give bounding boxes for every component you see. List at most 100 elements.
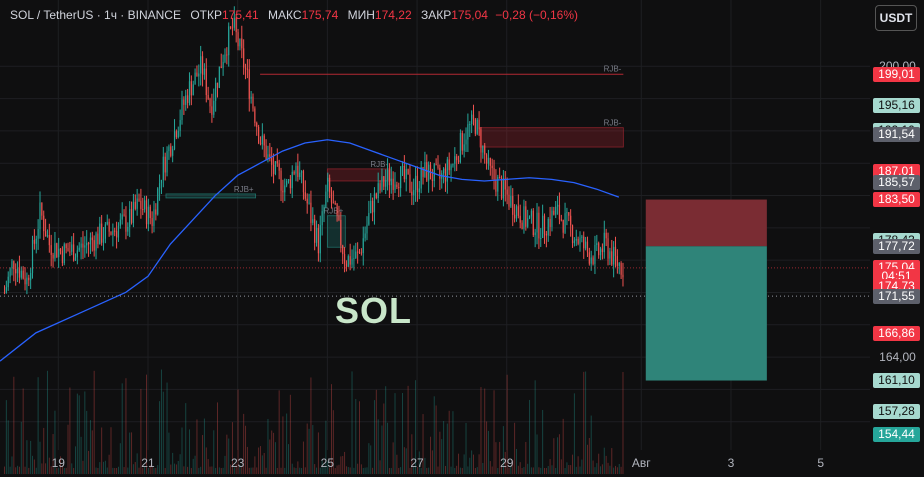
candle-body [11,261,13,269]
volume-bar [553,438,555,474]
currency-button[interactable]: USDT [875,5,917,31]
candle-body [422,167,424,177]
volume-bar [61,465,63,474]
time-axis-tick: 25 [320,456,335,470]
candle-body [345,263,348,267]
volume-bar [573,393,575,474]
volume-bar [11,456,13,474]
volume-bar [196,419,198,474]
candle-body [377,183,379,199]
volume-bar [622,372,624,474]
candle-body [151,218,153,226]
overlays: RJB- [0,64,870,381]
candle-body [205,68,207,96]
candle-body [551,210,553,227]
candle-body [379,183,381,191]
candle-body [67,248,69,252]
volume-bar [615,465,617,474]
price-tag: 185,57 [873,175,920,191]
candle-body [461,133,463,151]
candle-body [381,176,383,191]
candle-body [207,95,209,99]
volume-bar [293,467,295,474]
candle-body [209,98,211,107]
candle-body [295,165,297,174]
order-block-label: RJB- [604,119,622,128]
volume-bar [3,466,5,474]
candle-body [54,243,56,259]
candle-body [579,237,581,244]
volume-bar [7,420,9,474]
volume-bar [67,424,69,474]
volume-bar [345,466,347,474]
candle-body [523,206,525,229]
candle-body [592,257,594,264]
change-value: −0,28 (−0,16%) [495,8,578,22]
candle-body [299,172,301,177]
volume-bar [581,459,583,474]
candle-body [172,149,174,156]
candle-body [528,216,531,219]
volume-bar [250,467,252,474]
candle-body [272,164,275,174]
volume-bar [527,463,529,474]
volume-bar [555,467,557,474]
volume-bar [388,467,390,474]
volume-bar [121,383,123,474]
volume-bar [600,466,602,474]
volume-bar [50,466,52,474]
candle-body [308,202,310,204]
volume-bar [220,467,222,474]
volume-bar [289,394,291,474]
volume-bar [344,451,346,474]
volume-bar [179,454,181,474]
candle-body [547,219,549,236]
volume-bar [411,434,413,474]
volume-bar [116,467,118,474]
candle-body [409,174,411,192]
candle-body [611,251,613,265]
symbol-title[interactable]: SOL / TetherUS · 1ч · BINANCE [10,8,181,22]
volume-bar [351,371,353,474]
candle-body [82,243,84,248]
volume-bar [558,434,560,474]
volume-bar [321,460,323,474]
volume-bar [325,420,327,474]
volume-bar [478,454,480,474]
volume-bar [327,460,329,474]
low-value: 174,22 [374,8,412,22]
candle-body [48,235,50,246]
volume-bar [338,464,340,474]
candle-body [155,209,157,215]
candle-body [596,243,598,245]
volume-bar [517,465,519,474]
order-block [326,168,391,182]
volume-bar [373,400,375,474]
volume-bar [28,467,30,474]
volume-bar [398,467,400,474]
volume-bar [618,463,620,474]
volume-bar [9,466,11,474]
volume-bar [91,430,93,474]
candle-body [69,251,71,253]
candle-body [241,38,243,49]
candle-body [15,269,17,274]
volume-bar [134,462,136,474]
candle-body [323,206,325,212]
candle-body [314,219,316,243]
candle-body [386,169,389,180]
candle-body [183,99,185,105]
price-tag: 195,16 [873,97,920,113]
volume-bar [353,467,355,474]
candle-body [239,38,241,47]
order-block [479,127,624,148]
volume-bar [235,464,237,474]
volume-bar [41,463,43,474]
volume-bar [428,467,430,474]
volume-bar [239,464,241,474]
candle-body [71,244,73,252]
volume-bar [613,467,615,474]
candle-body [519,215,521,223]
volume-bar [596,463,598,474]
